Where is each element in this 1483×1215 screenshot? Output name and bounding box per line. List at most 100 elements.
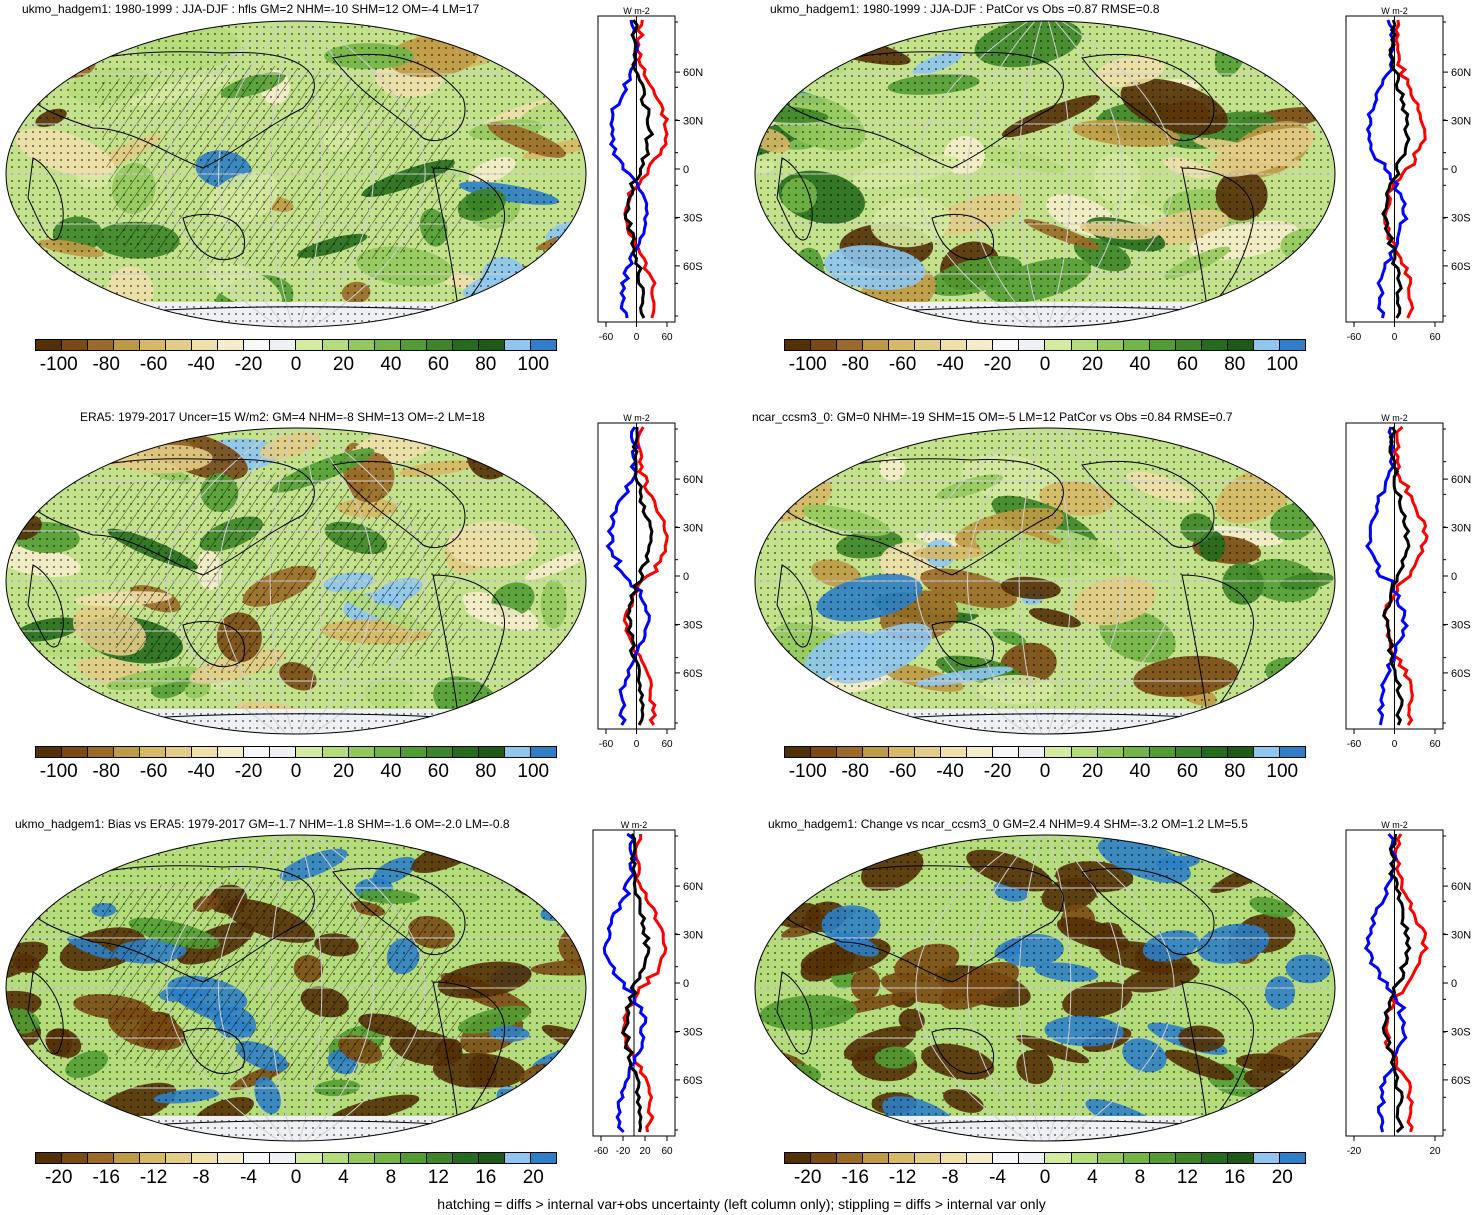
colorbar-cell — [785, 1153, 812, 1163]
colorbar-tick-label: -60 — [139, 354, 168, 375]
colorbar-cell — [1253, 747, 1280, 757]
zonal-tick-label: 0 — [1392, 739, 1398, 750]
colorbar-cell — [1071, 340, 1098, 350]
colorbar-cell — [244, 747, 271, 757]
colorbar-cell — [192, 747, 219, 757]
colorbar-cell — [504, 340, 531, 350]
colorbar-tick-label: -8 — [941, 1167, 959, 1188]
colorbar-tick-label: -12 — [888, 1167, 917, 1188]
colorbar-cell — [218, 340, 245, 350]
colorbar-cell — [452, 1153, 479, 1163]
lat-tick-label: 60N — [683, 881, 703, 893]
colorbar-tick-label: -80 — [841, 761, 869, 782]
colorbar-cell — [1019, 747, 1046, 757]
colorbar-cell — [426, 747, 453, 757]
lat-tick-label: 30S — [1451, 1026, 1471, 1038]
colorbar-tick-label: -80 — [92, 354, 120, 375]
colorbar-cell — [400, 340, 427, 350]
zonal-tick-label: 0 — [634, 739, 640, 750]
colorbar-cell — [426, 340, 453, 350]
colorbar-labels: -20 -16 -12 -8 -4 0 4 8 12 16 20 — [35, 1164, 557, 1188]
colorbar-tick-label: -80 — [92, 761, 120, 782]
lat-tick-label: 60N — [1451, 474, 1471, 486]
colorbar-cell — [837, 340, 864, 350]
colorbar-cell — [1123, 340, 1150, 350]
lat-tick-label: 60S — [683, 261, 703, 273]
panel-title: ukmo_hadgem1: Bias vs ERA5: 1979-2017 GM… — [15, 817, 510, 831]
colorbar-cell — [374, 1153, 401, 1163]
colorbar-tick-label: 100 — [1266, 354, 1299, 375]
zonal-mean-plot: W m-2 60N 30N 0 30S 60S -60 0 60 — [1345, 413, 1471, 750]
colorbar-cell — [374, 340, 401, 350]
lat-tick-label: 60S — [683, 1075, 703, 1087]
colorbar-tick-label: 12 — [427, 1167, 449, 1188]
colorbar-cell — [218, 747, 245, 757]
units-label: W m-2 — [621, 820, 648, 830]
units-label: W m-2 — [1381, 820, 1408, 830]
colorbar-cell — [244, 1153, 271, 1163]
colorbar: -100 -80 -60 -40 -20 0 20 40 60 80 100 — [784, 746, 1306, 782]
colorbar-tick-label: 80 — [475, 761, 497, 782]
colorbar-tick-label: -20 — [793, 1167, 822, 1188]
colorbar-cell — [1097, 340, 1124, 350]
colorbar-cell — [1149, 747, 1176, 757]
colorbar-cell — [941, 1153, 968, 1163]
colorbar-tick-label: -100 — [788, 354, 827, 375]
colorbar-cell — [915, 1153, 942, 1163]
global-map — [754, 427, 1336, 735]
colorbar-cell — [785, 747, 812, 757]
colorbar-cell — [348, 340, 375, 350]
lat-tick-label: 30S — [1451, 619, 1471, 631]
colorbar-tick-label: 100 — [517, 354, 550, 375]
zonal-tick-label: 60 — [1429, 739, 1441, 750]
colorbar-cell — [889, 340, 916, 350]
colorbar-cell — [993, 1153, 1020, 1163]
colorbar-tick-label: -16 — [92, 1167, 120, 1188]
colorbar-cell — [1227, 340, 1254, 350]
colorbar-cell — [270, 340, 297, 350]
zonal-tick-label: 60 — [661, 739, 673, 750]
colorbar-tick-label: 20 — [332, 354, 355, 375]
colorbar-tick-label: 8 — [1134, 1167, 1146, 1188]
colorbar-cell — [889, 747, 916, 757]
lat-tick-label: 30N — [683, 523, 703, 535]
colorbar-cell — [837, 747, 864, 757]
colorbar-tick-label: -20 — [234, 761, 263, 782]
colorbar-tick-label: 80 — [1224, 761, 1246, 782]
colorbar-cell — [322, 1153, 349, 1163]
colorbar-tick-label: 4 — [1087, 1167, 1098, 1188]
colorbar: -20 -16 -12 -8 -4 0 4 8 12 16 20 — [35, 1152, 557, 1188]
colorbar-tick-label: -60 — [888, 354, 917, 375]
colorbar-tick-label: -16 — [841, 1167, 869, 1188]
colorbar-cell — [889, 1153, 916, 1163]
colorbar-cell — [1071, 747, 1098, 757]
colorbar-cell — [36, 340, 63, 350]
colorbar-cell — [244, 340, 271, 350]
colorbar-cell — [140, 340, 167, 350]
colorbar-cell — [941, 747, 968, 757]
lat-tick-label: 30S — [683, 1026, 703, 1038]
global-map — [5, 20, 587, 328]
panel-title: ukmo_hadgem1: 1980-1999 : JJA-DJF : PatC… — [770, 2, 1160, 16]
colorbar-cell — [967, 1153, 994, 1163]
lat-tick-label: 30N — [683, 930, 703, 942]
units-label: W m-2 — [1381, 413, 1408, 423]
colorbar-tick-label: 60 — [1176, 354, 1198, 375]
colorbar-cell — [1175, 1153, 1202, 1163]
colorbar-cell — [114, 1153, 141, 1163]
lat-tick-label: 30N — [1451, 523, 1471, 535]
lat-tick-label: 30N — [683, 116, 703, 128]
zonal-tick-label: -20 — [1347, 1146, 1362, 1157]
colorbar-cell — [1097, 1153, 1124, 1163]
colorbar-cell — [88, 747, 115, 757]
colorbar-cell — [270, 747, 297, 757]
colorbar-tick-label: 40 — [1129, 761, 1151, 782]
colorbar-cells — [35, 746, 557, 758]
colorbar-tick-label: 12 — [1176, 1167, 1198, 1188]
colorbar-cell — [478, 340, 505, 350]
lat-tick-label: 60N — [1451, 881, 1471, 893]
colorbar-cell — [837, 1153, 864, 1163]
colorbar-cell — [1019, 1153, 1046, 1163]
colorbar-cells — [35, 1152, 557, 1164]
colorbar-tick-label: 0 — [290, 761, 302, 782]
